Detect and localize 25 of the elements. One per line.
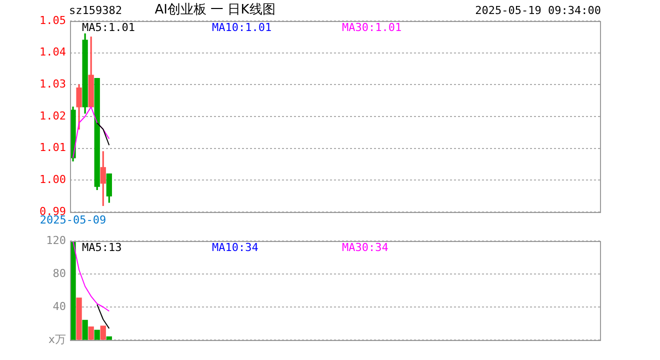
annotation: MA10:34 — [212, 240, 259, 254]
text: MA5:13 — [82, 240, 122, 254]
y-tick-label: 1.04 — [40, 46, 66, 59]
bar — [94, 330, 100, 340]
bar — [100, 326, 106, 340]
text: MA5:1.01 — [82, 20, 135, 34]
y-tick-label: 1.05 — [40, 14, 66, 27]
text: MA30:1.01 — [342, 20, 402, 34]
annotation: MA10:1.01 — [212, 20, 272, 34]
chart-title: AI创业板 一 日K线图 — [154, 2, 276, 18]
bar — [88, 326, 94, 340]
y-tick-label: 1.01 — [40, 141, 66, 154]
y-tick-label: 1.00 — [40, 173, 66, 186]
text: sz159382 — [69, 4, 122, 17]
bar — [76, 298, 82, 340]
text: 2025-05-19 09:34:00 — [475, 4, 601, 17]
y-tick-label: 80 — [52, 266, 66, 280]
y-tick-label: 40 — [52, 300, 66, 313]
y-tick-label: 1.03 — [40, 78, 66, 91]
y-tick-label: 1.02 — [40, 109, 66, 122]
y-tick-label: x万 — [48, 332, 66, 346]
bar — [82, 320, 88, 340]
text: MA30:34 — [342, 240, 389, 254]
bar — [106, 336, 112, 340]
y-tick-label: 120 — [46, 234, 66, 247]
